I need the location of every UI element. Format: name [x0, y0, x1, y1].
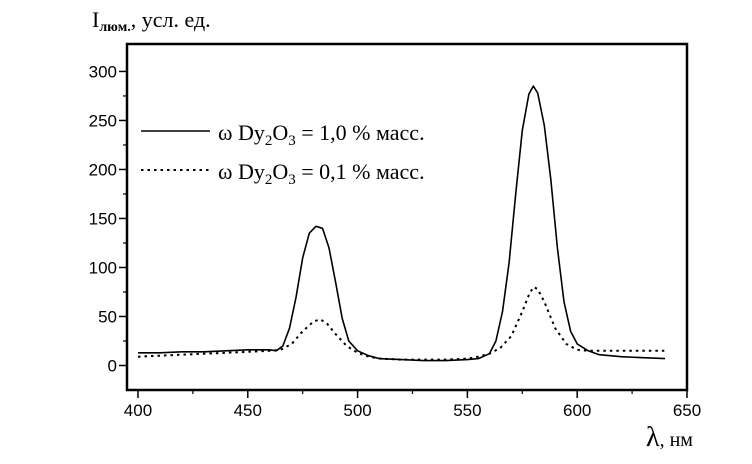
y-tick-label: 0 [108, 356, 117, 375]
y-tick-label: 200 [89, 160, 117, 179]
legend-solid-omega: ω Dy [218, 120, 265, 145]
legend-label-solid: ω Dy2O3 = 1,0 % масс. [218, 120, 425, 149]
series-lines [137, 85, 666, 362]
y-tick-label: 250 [89, 111, 117, 130]
legend-dotted-sub2: 3 [288, 172, 296, 188]
x-axis-label-symbol: λ [646, 422, 660, 453]
y-tick-label: 50 [98, 307, 117, 326]
y-tick-label: 300 [89, 62, 117, 81]
legend-solid-sub2: 3 [288, 133, 296, 149]
y-axis-label: Iлюм., усл. ед. [92, 7, 211, 35]
x-tick-label: 550 [453, 401, 481, 420]
y-axis-label-sub: люм. [99, 20, 130, 35]
series-line-dotted [137, 286, 665, 361]
plot-frame [125, 42, 689, 392]
legend: ω Dy2O3 = 1,0 % масс. ω Dy2O3 = 0,1 % ма… [141, 120, 425, 188]
axis-tick-labels: 400 450 500 550 600 650 0 50 100 150 200 250 300 [89, 62, 702, 420]
x-axis-label-unit: , нм [660, 429, 694, 451]
axis-ticks [119, 70, 688, 398]
legend-dotted-o: O [272, 159, 288, 184]
legend-label-dotted: ω Dy2O3 = 0,1 % масс. [218, 159, 425, 188]
y-axis-label-main: I [92, 7, 99, 32]
y-axis-label-rest: , усл. ед. [131, 7, 211, 32]
x-tick-label: 450 [234, 401, 262, 420]
legend-dotted-rest: = 0,1 % масс. [296, 159, 425, 184]
legend-solid-rest: = 1,0 % масс. [296, 120, 425, 145]
x-tick-label: 650 [673, 401, 701, 420]
x-tick-label: 400 [124, 401, 152, 420]
legend-solid-sub1: 2 [265, 133, 273, 149]
legend-dotted-sub1: 2 [265, 172, 273, 188]
y-tick-label: 150 [89, 209, 117, 228]
x-tick-label: 500 [343, 401, 371, 420]
y-tick-label: 100 [89, 258, 117, 277]
legend-solid-o: O [272, 120, 288, 145]
legend-dotted-omega: ω Dy [218, 159, 265, 184]
x-tick-label: 600 [563, 401, 591, 420]
x-axis-label: λ, нм [646, 422, 693, 453]
